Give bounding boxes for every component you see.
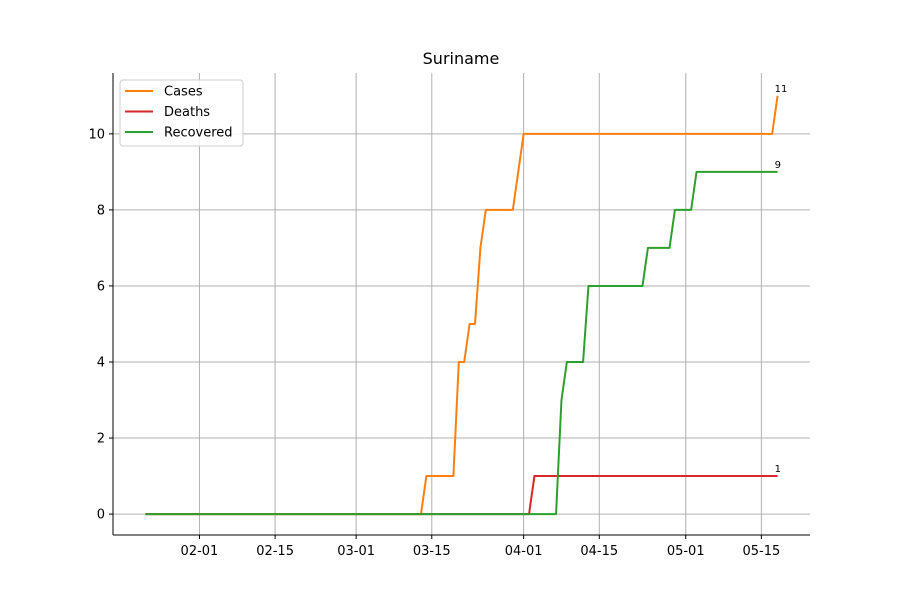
series-line-cases xyxy=(145,95,779,516)
chart-title: Suriname xyxy=(423,49,500,68)
legend-label-deaths: Deaths xyxy=(164,105,210,120)
end-label-deaths: 1 xyxy=(775,464,781,475)
y-tick-label: 8 xyxy=(97,203,105,218)
x-tick-label: 03-15 xyxy=(413,544,451,559)
x-tick-label: 04-15 xyxy=(580,544,618,559)
legend-box xyxy=(119,79,244,147)
x-tick-label: 02-01 xyxy=(181,544,219,559)
y-tick-label: 4 xyxy=(97,355,105,370)
x-tick-label: 04-01 xyxy=(505,544,543,559)
end-label-recovered: 9 xyxy=(775,160,781,171)
end-label-cases: 11 xyxy=(775,84,788,95)
legend-label-recovered: Recovered xyxy=(164,126,233,141)
y-tick-label: 10 xyxy=(88,127,105,142)
legend: Cases Deaths Recovered xyxy=(119,79,244,147)
y-tick-label: 6 xyxy=(97,279,105,294)
series-line-deaths xyxy=(145,475,778,516)
series-line-recovered xyxy=(145,170,778,516)
x-tick-label: 02-15 xyxy=(256,544,294,559)
legend-label-cases: Cases xyxy=(164,85,203,100)
x-tick-label: 03-01 xyxy=(337,544,375,559)
y-tick-label: 0 xyxy=(97,508,105,523)
x-tick-label: 05-01 xyxy=(667,544,705,559)
series-group xyxy=(145,95,779,516)
y-tick-label: 2 xyxy=(97,432,105,447)
axes: 02-01 02-15 03-01 03-15 04-01 04-15 05-01 05-15… xyxy=(88,73,810,559)
x-tick-label: 05-15 xyxy=(742,544,780,559)
